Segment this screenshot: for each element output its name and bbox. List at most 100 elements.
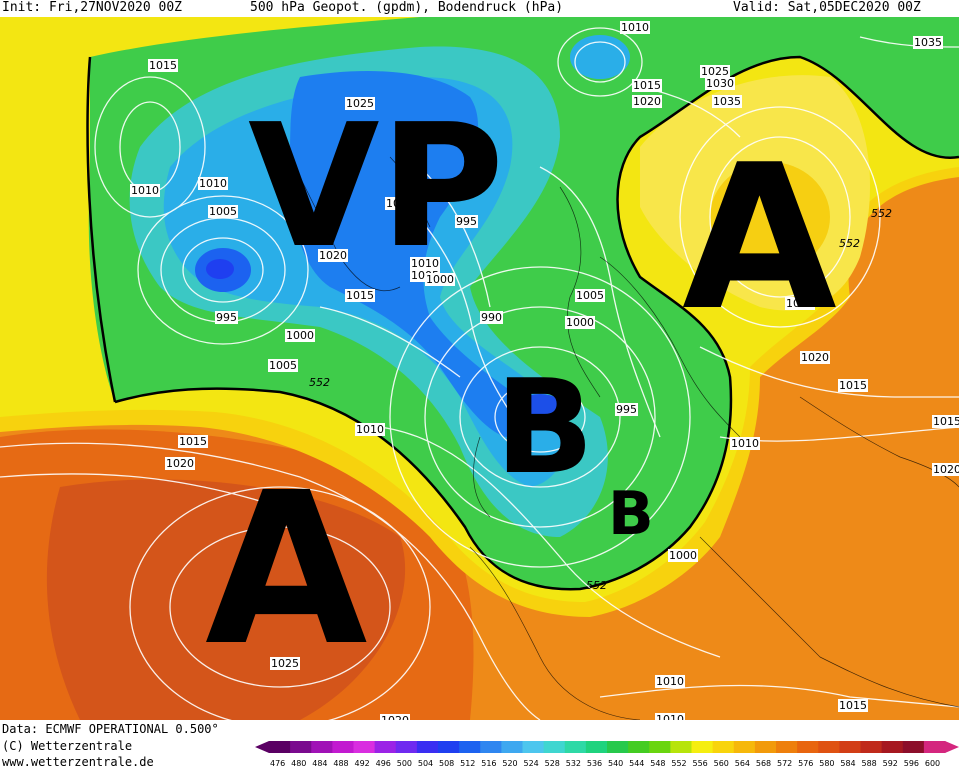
isobar-label: 1010 bbox=[131, 184, 159, 197]
scale-swatch bbox=[395, 741, 418, 753]
scale-label: 488 bbox=[333, 759, 348, 768]
scale-swatch bbox=[754, 741, 777, 753]
isobar-label-bg bbox=[355, 423, 385, 436]
isobar-label: 1005 bbox=[576, 289, 604, 302]
isobar-label: 1030 bbox=[786, 297, 814, 310]
scale-label: 576 bbox=[798, 759, 813, 768]
isobar-label: 552 bbox=[309, 376, 330, 389]
scale-swatch bbox=[691, 741, 714, 753]
isobar-label: 1025 bbox=[346, 97, 374, 110]
scale-label: 536 bbox=[587, 759, 602, 768]
isobar-label: 1015 bbox=[933, 415, 959, 428]
scale-arrow-left bbox=[255, 741, 269, 753]
scale-swatch bbox=[543, 741, 566, 753]
isobar-label: 1000 bbox=[286, 329, 314, 342]
isobar-label: 1005 bbox=[209, 205, 237, 218]
scale-swatch bbox=[374, 741, 397, 753]
scale-swatch bbox=[480, 741, 502, 753]
isobar-label: 995 bbox=[216, 311, 237, 324]
isobar-label: 1020 bbox=[933, 463, 959, 476]
scale-label: 600 bbox=[925, 759, 940, 768]
valid-time: Valid: Sat,05DEC2020 00Z bbox=[733, 0, 921, 15]
scale-swatch bbox=[459, 741, 481, 753]
isobar-labels: 1015 1010 1010 1005 995 1020 1015 1000 1005 552 10… bbox=[130, 21, 959, 720]
color-scale: 476 480 484 488 492 496 500 504 508 512 516 520 524 5… bbox=[255, 741, 959, 768]
isobar-label: 552 bbox=[839, 237, 860, 250]
isobar-label: 1025 bbox=[271, 657, 299, 670]
isobar-label-bg bbox=[215, 311, 238, 324]
isobar-label: 1020 bbox=[381, 714, 409, 720]
isobar-label-bg bbox=[270, 657, 300, 670]
isobar-label-bg bbox=[632, 79, 662, 92]
high-pressure-label-northeast: A bbox=[682, 122, 837, 355]
scale-swatch bbox=[353, 741, 376, 753]
isobar-label: 1015 bbox=[149, 59, 177, 72]
scale-swatch bbox=[860, 741, 883, 753]
scale-label: 512 bbox=[460, 759, 475, 768]
isobar-label: 1010 bbox=[411, 257, 439, 270]
scale-swatch bbox=[776, 741, 798, 753]
isobar-label: 990 bbox=[481, 311, 502, 324]
scale-label: 564 bbox=[735, 759, 750, 768]
high-pressure-label-southwest: A bbox=[205, 447, 368, 692]
scale-label: 516 bbox=[481, 759, 496, 768]
isobar-label-bg bbox=[148, 59, 178, 72]
isobar-label: 1005 bbox=[269, 359, 297, 372]
scale-swatch bbox=[332, 741, 354, 753]
isobar-label-bg bbox=[385, 197, 415, 210]
scale-label: 528 bbox=[545, 759, 560, 768]
scale-label: 508 bbox=[439, 759, 454, 768]
scale-swatch bbox=[923, 741, 946, 753]
isobar-label: 1015 bbox=[633, 79, 661, 92]
isobar-label-bg bbox=[178, 435, 208, 448]
scale-swatch bbox=[416, 741, 439, 753]
scale-label: 484 bbox=[312, 759, 327, 768]
isobar-label-bg bbox=[455, 215, 478, 228]
isobar-label: 1010 bbox=[199, 177, 227, 190]
isobar-label-bg bbox=[165, 457, 195, 470]
isobar-label: 1035 bbox=[713, 95, 741, 108]
scale-swatch bbox=[649, 741, 671, 753]
isobar-label: 1000 bbox=[669, 549, 697, 562]
scale-arrow-right bbox=[945, 741, 959, 753]
isobar-label-bg bbox=[285, 329, 315, 342]
scale-swatch bbox=[564, 741, 587, 753]
isobar-label-bg bbox=[655, 675, 685, 688]
isobar-label: 1030 bbox=[706, 77, 734, 90]
scale-swatch bbox=[733, 741, 756, 753]
isobar-label: 1015 bbox=[839, 379, 867, 392]
scale-swatch bbox=[438, 741, 460, 753]
isobar-label-bg bbox=[620, 21, 650, 34]
scale-swatch bbox=[881, 741, 904, 753]
isobar-label-bg bbox=[615, 403, 638, 416]
isobar-label-bg bbox=[575, 289, 605, 302]
isobar-label-bg bbox=[668, 549, 698, 562]
scale-swatch bbox=[522, 741, 545, 753]
isobar-label: 1010 bbox=[656, 713, 684, 720]
isobar-label: 1035 bbox=[914, 36, 942, 49]
scale-label: 480 bbox=[291, 759, 306, 768]
copyright: (C) Wetterzentrale bbox=[2, 739, 133, 753]
weather-map: 1015 1010 1010 1005 995 1020 1015 1000 1005 552 10… bbox=[0, 17, 959, 720]
scale-swatch bbox=[902, 741, 925, 753]
scale-label: 560 bbox=[714, 759, 729, 768]
isobar-label-bg bbox=[785, 297, 815, 310]
isobar-label: 1030 bbox=[386, 197, 414, 210]
scale-label: 556 bbox=[693, 759, 708, 768]
isobar-label: 1010 bbox=[356, 423, 384, 436]
scale-label: 532 bbox=[566, 759, 581, 768]
scale-label: 504 bbox=[418, 759, 433, 768]
isobar-label-bg bbox=[208, 205, 238, 218]
isobar-label: 1015 bbox=[179, 435, 207, 448]
isobar-label-bg bbox=[130, 184, 160, 197]
isobar-label: 1015 bbox=[346, 289, 374, 302]
isobar-label-bg bbox=[268, 359, 298, 372]
isobar-label: 1020 bbox=[801, 351, 829, 364]
low-pressure-label-large: B bbox=[495, 351, 594, 503]
isobar-label: 552 bbox=[871, 207, 892, 220]
isobar-label-bg bbox=[198, 177, 228, 190]
scale-label: 548 bbox=[650, 759, 665, 768]
scale-swatch bbox=[712, 741, 735, 753]
isobar-label: 1010 bbox=[621, 21, 649, 34]
scale-label: 520 bbox=[502, 759, 517, 768]
